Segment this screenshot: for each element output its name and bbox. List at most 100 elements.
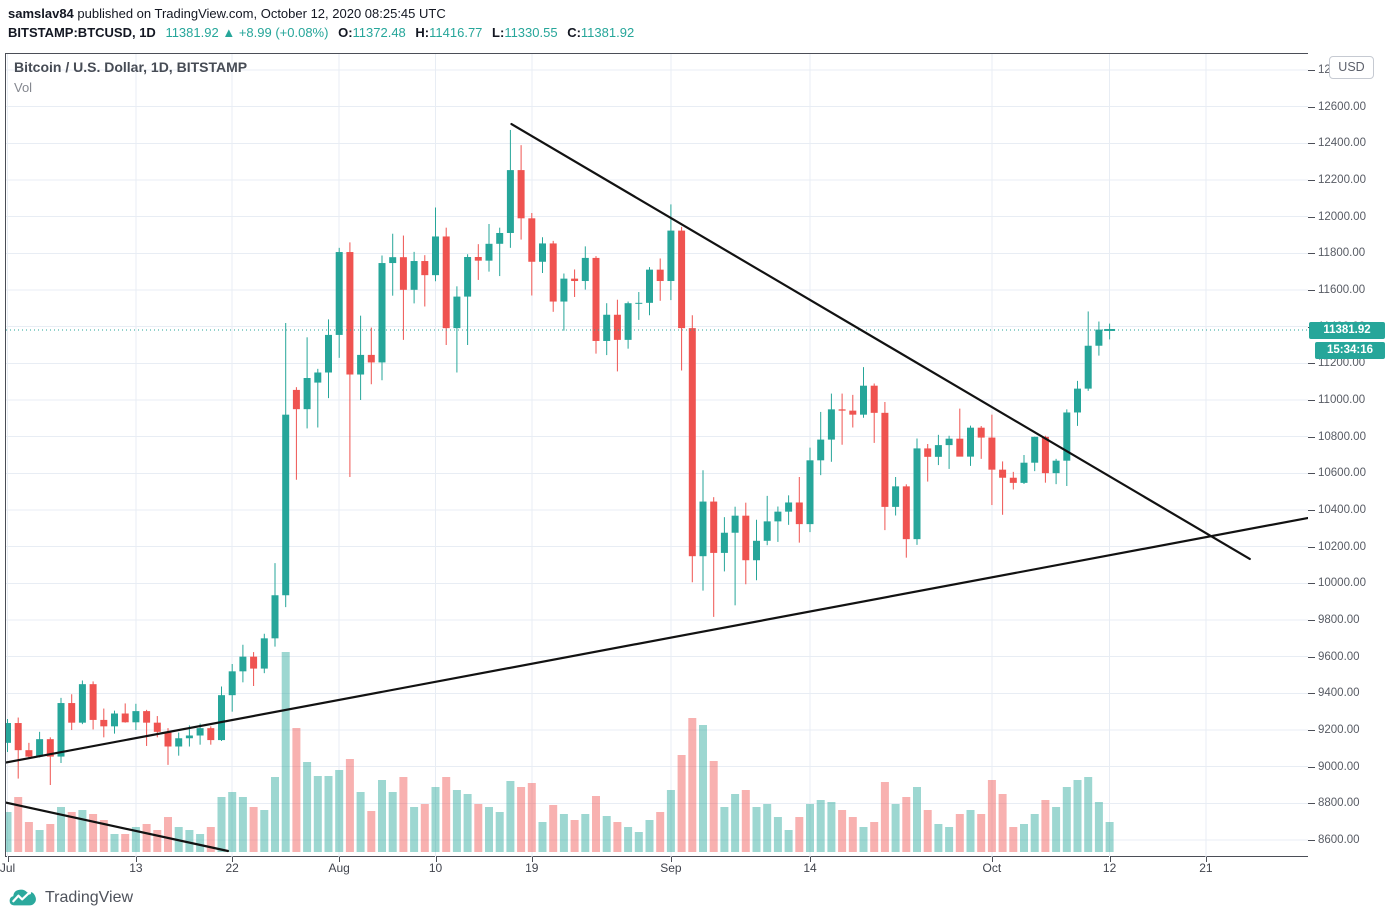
last-price: 11381.92 [165, 25, 219, 40]
price-axis-tick [1308, 766, 1315, 768]
time-axis-tick [435, 857, 437, 862]
time-axis-tick [339, 857, 341, 862]
price-axis-label: 11600.00 [1318, 284, 1366, 296]
price-axis-label: 10200.00 [1318, 540, 1366, 553]
time-axis-label: 21 [1199, 861, 1213, 875]
time-axis-label: Oct [982, 861, 1002, 875]
price-axis-label: 9000.00 [1318, 760, 1360, 773]
price-axis-tick [1308, 363, 1315, 365]
time-axis-label: 13 [129, 861, 143, 875]
time-axis-tick [1109, 857, 1111, 862]
tradingview-logo-icon [9, 889, 36, 906]
symbol-name: BITSTAMP:BTCUSD, 1D [8, 25, 156, 40]
price-axis-label: 9800.00 [1318, 614, 1360, 626]
price-axis-label: 8800.00 [1318, 797, 1360, 810]
high-value: 11416.77 [429, 25, 483, 40]
price-axis-tick [1308, 473, 1315, 475]
chart-canvas[interactable] [6, 54, 1308, 857]
price-axis-tick [1308, 803, 1315, 805]
change-text: +8.99 (+0.08%) [238, 25, 329, 40]
price-axis-tick [1308, 400, 1315, 401]
trendlines[interactable] [6, 122, 1308, 853]
price-axis-label: 12400.00 [1318, 137, 1366, 150]
price-axis-tick [1308, 70, 1315, 71]
trendline-volume-downtrend[interactable] [6, 801, 230, 853]
price-axis-tick [1308, 180, 1315, 181]
currency-toggle-button[interactable]: USD [1329, 56, 1374, 79]
time-axis[interactable]: Jul 13 22 Aug 10 19 Sep 14 Oct 12 21 [0, 857, 1308, 881]
price-axis-tick [1308, 436, 1315, 438]
price-axis-label: 9600.00 [1318, 650, 1360, 663]
byline-published-text: published on TradingView.com, October 12… [73, 6, 446, 21]
tradingview-logo[interactable]: TradingView [8, 886, 133, 910]
price-axis-label: 10800.00 [1318, 430, 1366, 443]
time-axis-tick [7, 857, 9, 862]
frame-top-border [5, 53, 1386, 54]
price-axis-tick [1308, 216, 1315, 218]
price-axis-tick [1308, 253, 1315, 255]
price-axis-tick [1308, 656, 1315, 658]
time-axis-tick [1205, 857, 1207, 862]
price-axis-tick [1308, 290, 1315, 291]
price-axis-label: 9400.00 [1318, 687, 1360, 700]
close-label: C: [567, 25, 581, 40]
volume-bars [6, 652, 1114, 852]
open-value: 11372.48 [352, 25, 406, 40]
price-axis-tick [1308, 730, 1315, 731]
volume-pane-label: Vol [14, 80, 33, 95]
time-axis-tick [810, 857, 811, 862]
time-axis-label: 10 [428, 861, 443, 875]
tradingview-logo-text: TradingView [45, 889, 134, 906]
trendline-ascending-support[interactable] [6, 516, 1308, 764]
time-axis-label: 22 [225, 861, 239, 875]
time-axis-label: 19 [525, 861, 539, 875]
time-axis-tick [670, 857, 672, 862]
price-axis-tick [1308, 693, 1315, 695]
price-axis-tick [1308, 143, 1315, 145]
price-axis-label: 10600.00 [1318, 467, 1366, 480]
low-label: L: [492, 25, 505, 40]
price-axis-label: 11200.00 [1318, 357, 1366, 370]
price-axis-label: 11800.00 [1318, 247, 1366, 260]
time-axis-tick [135, 857, 137, 862]
time-axis-tick [232, 857, 234, 862]
price-axis-label: 12200.00 [1318, 174, 1366, 186]
price-axis-label: 12600.00 [1318, 100, 1366, 113]
price-axis-tick [1308, 840, 1315, 841]
close-value: 11381.92 [580, 25, 635, 40]
time-axis-separator [5, 856, 1385, 857]
price-axis-label: 10000.00 [1318, 577, 1366, 590]
price-axis-tick [1308, 106, 1315, 108]
high-label: H: [415, 25, 430, 40]
bar-countdown-badge: 15:34:16 [1315, 342, 1385, 359]
price-axis-label: 11000.00 [1318, 394, 1366, 406]
time-axis-label: Sep [660, 861, 682, 875]
time-axis-tick [991, 857, 993, 862]
trendline-descending-resistance[interactable] [510, 122, 1251, 561]
price-axis-label: 9200.00 [1318, 724, 1360, 736]
time-axis-tick [531, 857, 533, 862]
frame-left-border [5, 53, 6, 881]
low-value: 11330.55 [504, 25, 558, 40]
chart-title: Bitcoin / U.S. Dollar, 1D, BITSTAMP [14, 59, 248, 75]
symbol-info-bar: BITSTAMP:BTCUSD, 1D 11381.92 ▲ +8.99 (+0… [8, 25, 634, 40]
byline: samslav84 published on TradingView.com, … [8, 6, 446, 21]
grid-lines [6, 54, 1308, 857]
byline-username: samslav84 [8, 6, 74, 21]
price-axis-tick [1308, 620, 1315, 621]
time-axis-label: 14 [803, 861, 817, 875]
price-axis-label: 12000.00 [1318, 210, 1366, 223]
time-axis-label: 12 [1102, 861, 1117, 875]
time-axis-label: Jul [0, 861, 16, 875]
change-up-arrow: ▲ [222, 25, 236, 40]
price-axis-label: 8600.00 [1318, 834, 1360, 846]
price-axis-label: 10400.00 [1318, 504, 1366, 516]
last-price-badge: 11381.92 [1309, 322, 1385, 339]
price-axis[interactable]: 12800.0012600.0012400.0012200.0012000.00… [1308, 53, 1386, 881]
candlestick-series[interactable] [6, 129, 1116, 785]
time-axis-label: Aug [328, 861, 350, 875]
open-label: O: [338, 25, 353, 40]
price-axis-tick [1308, 546, 1315, 548]
price-axis-tick [1308, 583, 1315, 585]
